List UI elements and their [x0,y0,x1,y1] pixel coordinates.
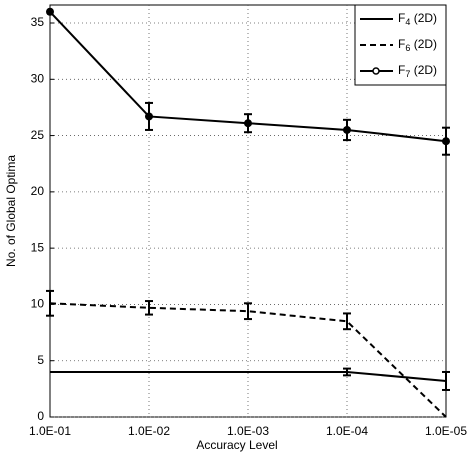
x-tick-label: 1.0E-02 [128,424,170,438]
x-tick-label: 1.0E-01 [29,424,71,438]
y-tick-label: 20 [31,184,45,198]
legend-label: F7 (2D) [398,63,437,79]
error-bar [343,367,351,377]
x-tick-label: 1.0E-05 [425,424,467,438]
point [46,7,54,16]
x-tick-label: 1.0E-03 [227,424,269,438]
legend-label: F6 (2D) [398,37,437,53]
error-bar [442,370,450,391]
y-tick-label: 25 [31,128,45,142]
error-bar [343,312,351,331]
point [244,119,252,128]
legend-label-sub: 4 [405,17,410,27]
legend-label: F4 (2D) [398,11,437,27]
point [442,137,450,146]
y-tick-label: 10 [31,297,45,311]
x-tick-label: 1.0E-04 [326,424,368,438]
y-tick-label: 15 [31,240,45,254]
legend-label-part: (2D) [410,37,437,51]
error-bar [145,300,153,316]
legend-marker [372,67,380,75]
error-bar [244,302,252,321]
legend-label-part: (2D) [410,11,437,25]
x-axis-label: Accuracy Level [196,438,277,452]
y-tick-label: 5 [37,353,44,367]
y-tick-label: 30 [31,71,45,85]
error-bar [46,289,54,317]
series-line [50,370,447,382]
legend-label-part: F [398,63,405,77]
y-tick-label: 0 [37,409,44,423]
legend-label-sub: 7 [405,69,410,79]
legend-label-part: (2D) [410,63,437,77]
point [343,125,351,134]
y-axis-label: No. of Global Optima [4,155,18,267]
series-line [49,302,447,418]
legend-label-part: F [398,11,405,25]
legend-label-part: F [398,37,405,51]
y-tick-label: 35 [31,15,45,29]
point [145,112,153,121]
legend-label-sub: 6 [405,43,410,53]
